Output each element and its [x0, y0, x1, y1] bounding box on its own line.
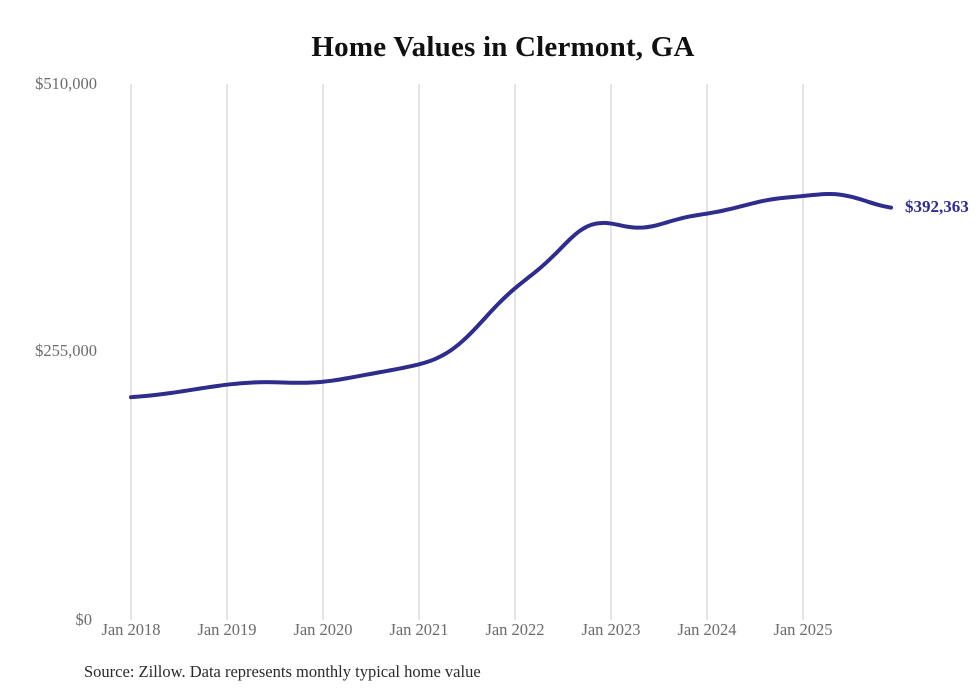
- x-tick-label-jan-2023: Jan 2023: [581, 620, 641, 639]
- x-tick-label-jan-2022: Jan 2022: [485, 620, 545, 639]
- source-note: Source: Zillow. Data represents monthly …: [84, 662, 481, 681]
- y-tick-label-510000: $510,000: [35, 74, 97, 93]
- gridlines: [130, 84, 804, 620]
- x-tick-label-jan-2018: Jan 2018: [101, 620, 161, 639]
- end-value-annotation: $392,363: [905, 196, 969, 216]
- x-tick-label-jan-2025: Jan 2025: [773, 620, 833, 639]
- y-tick-label-0: $0: [75, 610, 93, 629]
- x-tick-label-jan-2020: Jan 2020: [293, 620, 353, 639]
- x-tick-label-jan-2019: Jan 2019: [197, 620, 257, 639]
- page-title: Home Values in Clermont, GA: [311, 31, 695, 63]
- data-series-line: [129, 192, 893, 400]
- x-tick-label-jan-2024: Jan 2024: [677, 620, 737, 639]
- x-tick-label-jan-2021: Jan 2021: [389, 620, 449, 639]
- y-tick-label-255000: $255,000: [35, 341, 97, 360]
